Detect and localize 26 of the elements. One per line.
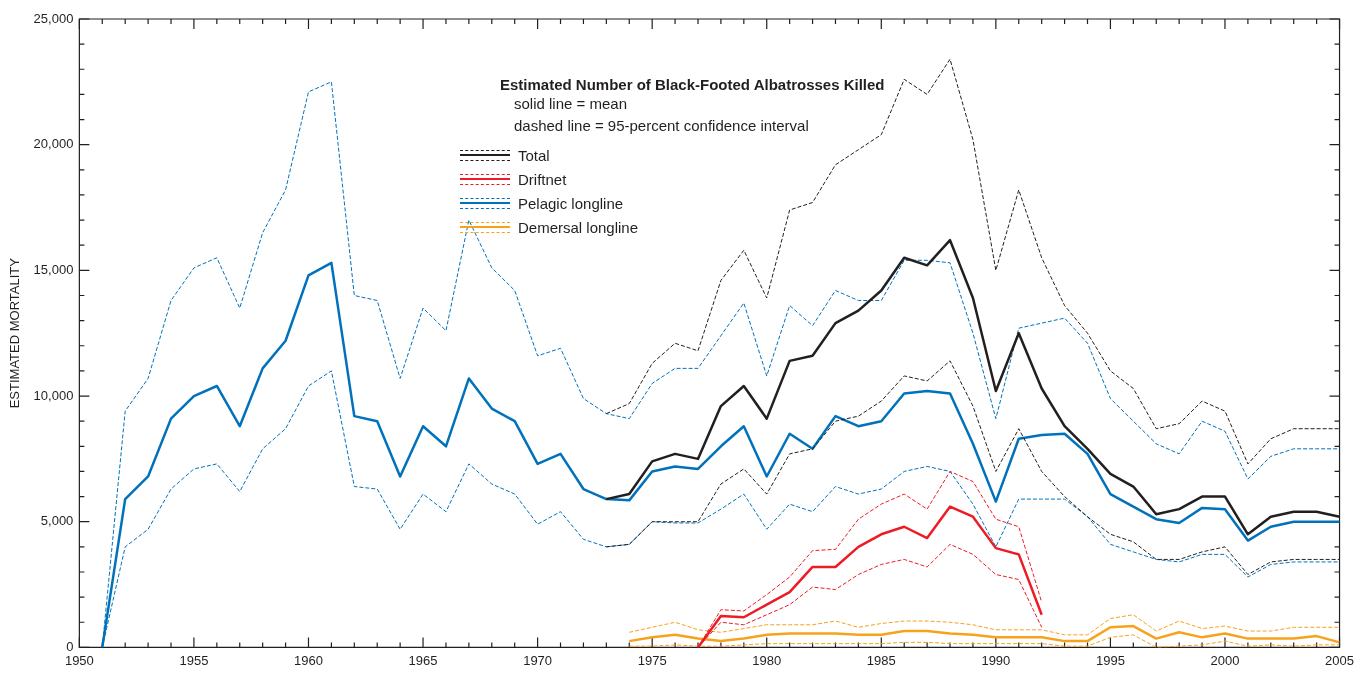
x-tick-label: 1960 <box>294 652 323 668</box>
x-tick-label: 1970 <box>523 652 553 668</box>
y-tick-label: 0 <box>66 638 74 654</box>
y-axis-title: ESTIMATED MORTALITY <box>7 257 23 409</box>
legend-label: Driftnet <box>518 170 567 188</box>
x-tick-label: 1990 <box>981 652 1011 668</box>
x-tick-label: 1995 <box>1095 652 1125 668</box>
x-tick-label: 2000 <box>1210 652 1240 668</box>
x-tick-label: 2005 <box>1325 652 1354 668</box>
x-tick-label: 1965 <box>408 652 438 668</box>
x-tick-label: 1985 <box>866 652 896 668</box>
x-tick-label: 1950 <box>64 652 94 668</box>
y-tick-label: 5,000 <box>40 513 74 529</box>
legend-label: Demersal longline <box>518 218 639 236</box>
x-tick-label: 1975 <box>637 652 667 668</box>
legend-label: Pelagic longline <box>518 194 624 212</box>
y-tick-label: 25,000 <box>33 10 74 26</box>
x-tick-label: 1955 <box>179 652 209 668</box>
y-tick-label: 10,000 <box>33 387 74 403</box>
annotation: dashed line = 95-percent confidence interval <box>514 116 810 136</box>
y-tick-label: 20,000 <box>33 136 74 152</box>
text: Estimated Number of Black-Footed Albatrosses Killed <box>500 76 885 93</box>
y-tick-label: 15,000 <box>33 261 74 277</box>
legend-label: Total <box>518 146 550 164</box>
x-tick-label: 1980 <box>752 652 782 668</box>
annotation: solid line = mean <box>514 94 628 114</box>
